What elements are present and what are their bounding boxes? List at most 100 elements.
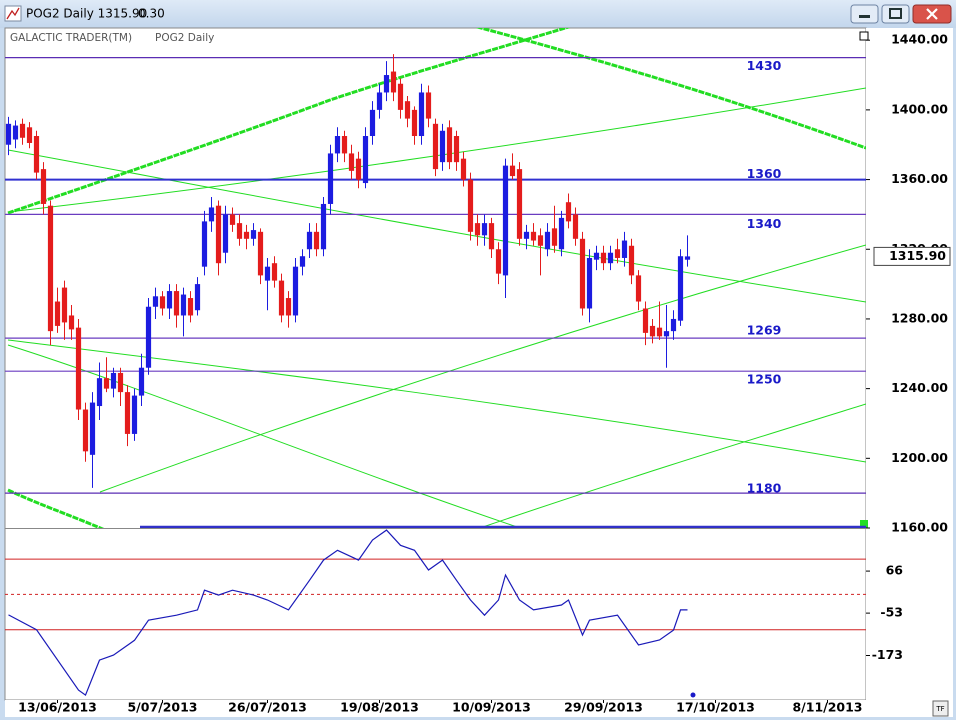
app-icon	[4, 5, 22, 22]
candle-body	[635, 275, 642, 302]
level-label: 1250	[747, 372, 782, 387]
oscillator-line	[8, 529, 688, 697]
candle-body	[278, 280, 285, 316]
candle-body	[607, 252, 614, 264]
window-change: 0.30	[138, 7, 165, 21]
candle-body	[544, 231, 551, 250]
candle-body	[236, 223, 243, 239]
candle-body	[383, 75, 390, 93]
close-button[interactable]	[912, 4, 952, 24]
candle-body	[131, 395, 138, 434]
candle-body	[516, 169, 523, 239]
indicator-header: GALACTIC TRADER(TM)	[10, 32, 132, 44]
x-tick-label: 19/08/2013	[340, 700, 419, 715]
candle-body	[33, 136, 40, 173]
candle-body	[537, 235, 544, 246]
candle-body	[215, 205, 222, 264]
candle-body	[201, 221, 208, 267]
candle-body	[502, 165, 509, 276]
x-tick-label: 10/09/2013	[452, 700, 531, 715]
candle-body	[642, 308, 649, 333]
level-label: 1430	[747, 58, 782, 73]
price-panel: 1430 1360 1340 1269 1250 1180	[5, 54, 866, 496]
candle-body	[159, 296, 166, 309]
candle-body	[264, 266, 271, 281]
candle-body	[411, 109, 418, 137]
candle-body	[257, 231, 264, 276]
candle-body	[47, 205, 54, 332]
candle-body	[376, 92, 383, 110]
y-tick-label: 1360.00	[891, 171, 948, 186]
candle-body	[523, 231, 530, 239]
candle-body	[397, 83, 404, 110]
candle-body	[334, 136, 341, 154]
x-tick-label: 8/11/2013	[792, 700, 862, 715]
candle-body	[96, 378, 103, 407]
y-tick-label: 1400.00	[891, 101, 948, 116]
candle-body	[579, 238, 586, 309]
panel-marker	[859, 31, 869, 41]
candle-body	[138, 367, 145, 396]
candle-body	[572, 214, 579, 239]
candle-body	[565, 202, 572, 222]
candle-body	[40, 169, 47, 204]
candle-body	[362, 136, 369, 184]
tf-button[interactable]: TF	[932, 700, 949, 717]
candle-body	[61, 287, 68, 323]
osc-tick-label: 66	[886, 563, 904, 578]
symbol-header: POG2 Daily	[155, 32, 214, 44]
candle-body	[369, 109, 376, 137]
candle-body	[152, 296, 159, 307]
value-axis-area	[866, 28, 953, 700]
candle-body	[208, 207, 215, 222]
x-tick-label: 29/09/2013	[564, 700, 643, 715]
candle-body	[593, 252, 600, 260]
x-tick-label: 26/07/2013	[228, 700, 307, 715]
maximize-button[interactable]	[881, 4, 910, 24]
candle-body	[621, 240, 628, 258]
candle-body	[124, 392, 131, 434]
candle-body	[649, 325, 656, 337]
candle-body	[348, 153, 355, 171]
candle-body	[474, 223, 481, 236]
candle-body	[530, 231, 537, 241]
candle-body	[180, 294, 187, 316]
candle-body	[453, 136, 460, 163]
candle-body	[481, 223, 488, 236]
candle-body	[495, 249, 502, 274]
candle-body	[327, 153, 334, 204]
last-price-label: 1315.90	[889, 248, 946, 263]
candle-body	[684, 256, 691, 260]
osc-tick-label: -53	[880, 605, 903, 620]
candle-body	[145, 306, 152, 368]
candle-body	[194, 284, 201, 311]
candle-body	[558, 217, 565, 250]
candle-body	[5, 123, 12, 145]
candle-body	[670, 318, 677, 332]
osc-tick-label: -173	[872, 647, 903, 662]
candle-body	[54, 301, 61, 326]
minimize-button[interactable]	[850, 4, 879, 24]
candle-body	[390, 71, 397, 93]
candle-body	[103, 378, 110, 389]
candle-body	[656, 327, 663, 337]
candle-body	[166, 291, 173, 309]
candle-body	[313, 231, 320, 250]
level-label: 1340	[747, 216, 782, 231]
candle-body	[432, 123, 439, 170]
window-title: POG2 Daily 1315.90	[26, 7, 147, 21]
candle-body	[663, 331, 670, 337]
y-tick-label: 1280.00	[891, 310, 948, 325]
candle-body	[75, 327, 82, 410]
x-tick-label: 13/06/2013	[18, 700, 97, 715]
panel-marker	[860, 520, 868, 528]
y-tick-label: 1240.00	[891, 380, 948, 395]
candle-body	[187, 298, 194, 316]
y-tick-label: 1440.00	[891, 32, 948, 47]
candle-body	[292, 266, 299, 316]
candle-body	[243, 231, 250, 239]
time-axis-area	[5, 700, 953, 717]
candle-body	[460, 158, 467, 180]
candle-body	[320, 203, 327, 250]
